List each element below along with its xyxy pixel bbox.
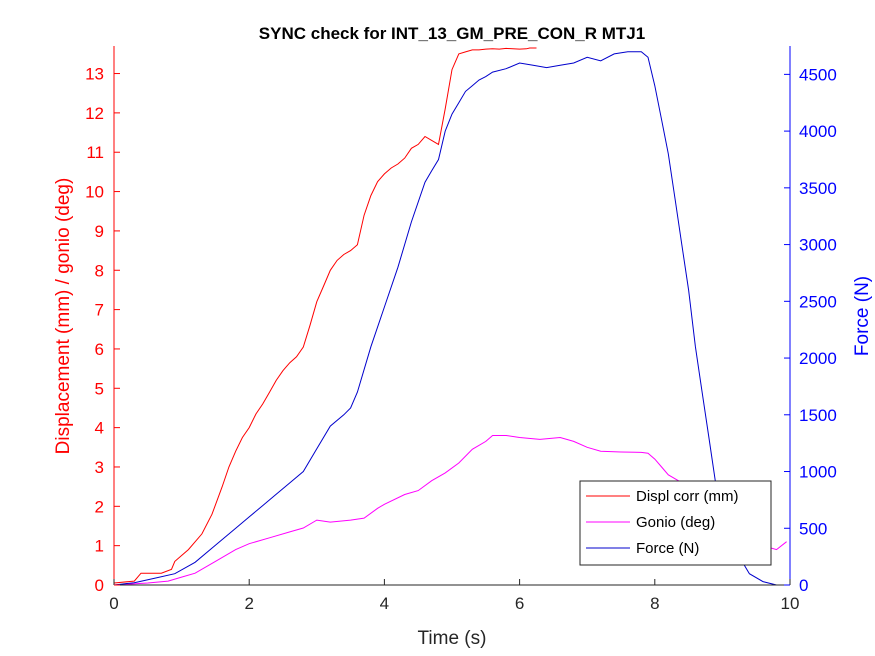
y-left-tick-label: 9 bbox=[95, 222, 104, 241]
y-left-axis-label: Displacement (mm) / gonio (deg) bbox=[53, 178, 74, 455]
y-left-tick-label: 3 bbox=[95, 458, 104, 477]
y-left-tick-label: 11 bbox=[86, 143, 104, 162]
y-right-axis-label: Force (N) bbox=[852, 276, 873, 356]
x-tick-label: 10 bbox=[781, 594, 800, 613]
x-tick-label: 4 bbox=[380, 594, 389, 613]
y-right-tick-label: 3000 bbox=[799, 236, 837, 255]
y-left-tick-label: 2 bbox=[95, 497, 104, 516]
y-right-tick-label: 1500 bbox=[799, 406, 837, 425]
chart-title: SYNC check for INT_13_GM_PRE_CON_R MTJ1 bbox=[259, 24, 645, 43]
y-left-tick-label: 8 bbox=[95, 261, 104, 280]
y-right-tick-label: 1000 bbox=[799, 463, 837, 482]
x-tick-label: 0 bbox=[109, 594, 118, 613]
y-right-tick-label: 3500 bbox=[799, 179, 837, 198]
x-tick-label: 6 bbox=[515, 594, 524, 613]
y-left-tick-label: 13 bbox=[85, 65, 104, 84]
series-line-2 bbox=[113, 51, 777, 586]
axes: 0 2 4 6 8 10012345678910111213050010001500200… bbox=[85, 46, 837, 613]
y-left-tick-label: 10 bbox=[85, 183, 104, 202]
y-right-tick-label: 0 bbox=[799, 576, 808, 595]
legend-box bbox=[579, 480, 772, 566]
x-tick-label: 2 bbox=[244, 594, 253, 613]
legend-label-2: Force (N) bbox=[636, 540, 699, 557]
y-right-tick-label: 4000 bbox=[799, 122, 837, 141]
y-left-tick-label: 4 bbox=[95, 419, 104, 438]
y-left-tick-label: 5 bbox=[95, 379, 104, 398]
legend-label-0: Displ corr (mm) bbox=[636, 488, 739, 505]
y-left-tick-label: 7 bbox=[95, 301, 104, 320]
legend: Displ corr (mm) Gonio (deg) Force (N) bbox=[579, 480, 772, 566]
x-tick-label: 8 bbox=[650, 594, 659, 613]
y-left-tick-label: 12 bbox=[85, 104, 104, 123]
y-left-tick-label: 0 bbox=[95, 576, 104, 595]
series-line-0 bbox=[113, 47, 537, 584]
y-left-tick-label: 1 bbox=[95, 537, 104, 556]
legend-label-1: Gonio (deg) bbox=[636, 514, 715, 531]
y-right-tick-label: 2000 bbox=[799, 349, 837, 368]
y-right-tick-label: 500 bbox=[799, 519, 827, 538]
x-axis-label: Time (s) bbox=[418, 628, 487, 649]
y-right-tick-label: 2500 bbox=[799, 292, 837, 311]
y-left-tick-label: 6 bbox=[95, 340, 104, 359]
y-right-tick-label: 4500 bbox=[799, 65, 837, 84]
